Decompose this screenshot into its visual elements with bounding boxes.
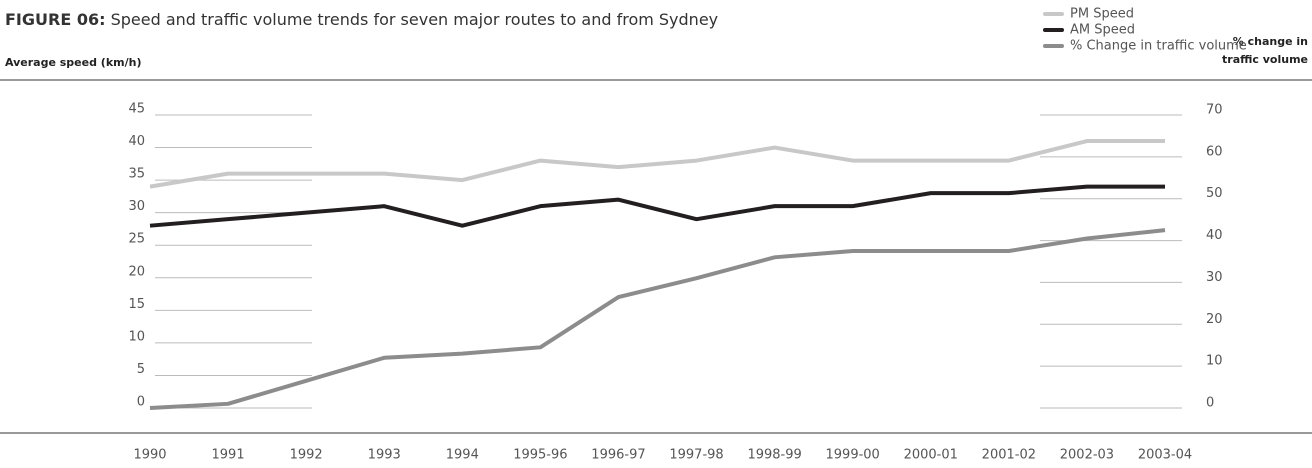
title-text: Speed and traffic volume trends for seve…: [111, 10, 719, 29]
y-tick-label: 20: [128, 264, 145, 279]
x-tick-label: 1999-00: [826, 448, 880, 463]
data-line: [149, 184, 1165, 228]
chart-title: FIGURE 06: Speed and traffic volume tren…: [5, 10, 718, 29]
y-tick-label: 30: [128, 199, 145, 214]
x-tick-label: 2002-03: [1060, 448, 1114, 463]
x-tick-label: 1995-96: [513, 448, 567, 463]
y-tick-label: 10: [128, 329, 145, 344]
legend-label: % Change in traffic volume: [1070, 39, 1247, 54]
y-tick-label: 35: [128, 167, 145, 182]
y2-axis-label: % change in: [1233, 35, 1308, 48]
y2-tick-label: 60: [1206, 144, 1223, 159]
y-tick-label: 5: [137, 362, 145, 377]
y-tick-label: 15: [128, 297, 145, 312]
x-tick-label: 1994: [446, 448, 479, 463]
legend-label: PM Speed: [1070, 7, 1134, 22]
x-tick-label: 1998-99: [747, 448, 801, 463]
y2-tick-label: 40: [1206, 228, 1223, 243]
y-tick-label: 0: [137, 395, 145, 410]
y-tick-label: 40: [128, 134, 145, 149]
x-tick-label: 2000-01: [904, 448, 958, 463]
y2-tick-label: 70: [1206, 103, 1223, 118]
x-tick-label: 1990: [133, 448, 166, 463]
data-line: [149, 228, 1166, 410]
x-tick-label: 1992: [290, 448, 323, 463]
x-tick-label: 1996-97: [591, 448, 645, 463]
y2-tick-label: 30: [1206, 270, 1223, 285]
y2-tick-label: 20: [1206, 312, 1223, 327]
x-tick-label: 2001-02: [982, 448, 1036, 463]
y-tick-label: 25: [128, 232, 145, 247]
x-tick-label: 1991: [212, 448, 245, 463]
y2-tick-label: 50: [1206, 186, 1223, 201]
legend-label: AM Speed: [1070, 23, 1135, 38]
y2-tick-label: 10: [1206, 354, 1223, 369]
x-tick-label: 1997-98: [669, 448, 723, 463]
data-line: [149, 139, 1165, 189]
x-tick-label: 1993: [368, 448, 401, 463]
y2-tick-label: 0: [1206, 396, 1214, 411]
y-tick-label: 45: [128, 102, 145, 117]
y-axis-label: Average speed (km/h): [5, 56, 142, 69]
x-tick-label: 2003-04: [1138, 448, 1192, 463]
title-prefix: FIGURE 06:: [5, 10, 106, 29]
y2-axis-label: traffic volume: [1222, 53, 1308, 66]
